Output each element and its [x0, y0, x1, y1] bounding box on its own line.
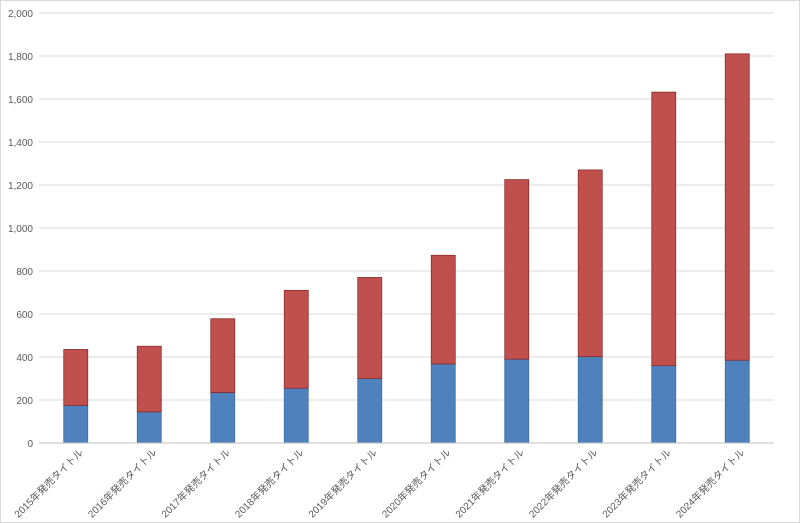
- bar-segment: [724, 359, 750, 444]
- x-tick-label: 2021年発売タイトル: [452, 446, 526, 520]
- bar-segment: [504, 358, 530, 444]
- y-tick-label: 0: [27, 439, 33, 450]
- x-tick-label: 2023年発売タイトル: [599, 446, 673, 520]
- y-tick-label: 1,600: [8, 95, 33, 106]
- y-tick-label: 200: [16, 396, 33, 407]
- bar-segment: [136, 345, 162, 413]
- bar-segment: [724, 53, 750, 361]
- y-tick-label: 1,400: [8, 138, 33, 149]
- bar-segment: [577, 169, 603, 357]
- bar-segment: [504, 179, 530, 360]
- bar-segment: [651, 365, 677, 444]
- x-tick-label: 2015年発売タイトル: [11, 446, 85, 520]
- y-tick-label: 800: [16, 267, 33, 278]
- x-tick-label: 2016年発売タイトル: [85, 446, 159, 520]
- y-tick-label: 1,200: [8, 181, 33, 192]
- bar-segment: [210, 318, 236, 393]
- y-tick-label: 600: [16, 310, 33, 321]
- bar-segment: [357, 277, 383, 379]
- x-tick-label: 2018年発売タイトル: [232, 446, 306, 520]
- bar-segment: [430, 363, 456, 444]
- x-tick-label: 2017年発売タイトル: [158, 446, 232, 520]
- bar-segment: [283, 387, 309, 444]
- bar-segment: [651, 91, 677, 367]
- x-tick-label: 2019年発売タイトル: [305, 446, 379, 520]
- bar-segment: [210, 392, 236, 444]
- bar-segment: [430, 254, 456, 365]
- bar-segment: [283, 289, 309, 389]
- bar-segment: [63, 404, 89, 444]
- bar-segment: [136, 411, 162, 444]
- y-tick-label: 1,000: [8, 224, 33, 235]
- x-tick-label: 2024年発売タイトル: [673, 446, 747, 520]
- bar-segment: [357, 378, 383, 444]
- y-tick-label: 400: [16, 353, 33, 364]
- bar-segment: [63, 349, 89, 406]
- bar-segment: [577, 356, 603, 444]
- x-tick-label: 2020年発売タイトル: [379, 446, 453, 520]
- x-tick-label: 2022年発売タイトル: [526, 446, 600, 520]
- y-tick-label: 1,800: [8, 52, 33, 63]
- y-tick-label: 2,000: [8, 9, 33, 20]
